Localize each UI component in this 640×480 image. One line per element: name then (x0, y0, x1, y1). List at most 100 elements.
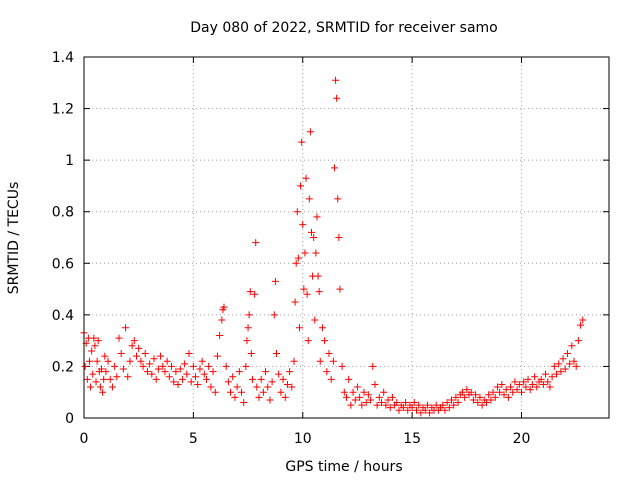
data-point (242, 362, 250, 370)
data-point (198, 357, 206, 365)
data-point (504, 393, 512, 401)
data-point (91, 342, 99, 350)
data-point (148, 370, 156, 378)
data-point (152, 375, 160, 383)
data-point (347, 401, 355, 409)
data-point (353, 383, 361, 391)
data-point (218, 316, 226, 324)
data-point (304, 337, 312, 345)
data-point (104, 357, 112, 365)
data-point (229, 373, 237, 381)
data-point (448, 396, 455, 404)
data-point (281, 393, 289, 401)
data-point (568, 342, 576, 350)
data-point (417, 409, 425, 417)
data-point (439, 401, 447, 409)
data-point (240, 399, 248, 407)
data-point (404, 406, 412, 414)
data-point (371, 380, 379, 388)
data-point (92, 378, 100, 386)
data-point (81, 362, 89, 370)
data-point (423, 401, 431, 409)
data-point (454, 399, 462, 407)
data-point (313, 213, 321, 221)
data-point (402, 399, 410, 407)
data-point (312, 249, 320, 257)
data-point (106, 375, 114, 383)
data-point (443, 399, 451, 407)
data-point (301, 249, 309, 257)
data-point (245, 311, 253, 319)
data-point (333, 94, 341, 102)
data-point (518, 388, 525, 396)
data-point (476, 393, 484, 401)
data-point (356, 393, 364, 401)
data-point (159, 362, 167, 370)
data-point (315, 288, 323, 296)
data-point (524, 375, 532, 383)
data-point (209, 368, 217, 376)
data-point (277, 388, 285, 396)
data-point (306, 128, 314, 136)
data-point (375, 393, 383, 401)
data-point (388, 393, 396, 401)
data-point (286, 368, 294, 376)
data-point (579, 316, 587, 324)
data-point (243, 337, 251, 345)
data-point (102, 368, 110, 376)
data-point (461, 393, 469, 401)
data-point (507, 383, 515, 391)
data-point (119, 365, 127, 373)
grid-lines (84, 57, 609, 418)
data-point (421, 406, 429, 414)
data-point (329, 357, 337, 365)
data-point (542, 370, 550, 378)
data-point (130, 337, 138, 345)
data-point (189, 362, 197, 370)
data-point (146, 360, 154, 368)
data-point (100, 375, 108, 383)
data-point (85, 357, 93, 365)
data-point (380, 388, 388, 396)
data-point (161, 368, 169, 376)
data-point (293, 208, 301, 216)
data-point (483, 399, 490, 407)
data-point (247, 350, 255, 358)
data-point (137, 357, 145, 365)
y-tick-label: 0.6 (52, 256, 74, 272)
data-point (311, 316, 319, 324)
data-point (561, 365, 569, 373)
data-point (257, 375, 265, 383)
data-point (115, 334, 123, 342)
data-point (305, 195, 313, 203)
x-tick-label: 5 (189, 431, 198, 447)
data-point (349, 388, 357, 396)
data-point (170, 378, 178, 386)
data-point (117, 350, 125, 358)
x-axis-label: GPS time / hours (285, 459, 402, 475)
data-point (246, 288, 254, 296)
y-tick-label: 1.4 (52, 50, 74, 66)
data-point (183, 370, 191, 378)
data-point (231, 393, 239, 401)
data-point (408, 404, 416, 412)
data-point (111, 362, 119, 370)
data-point (194, 380, 202, 388)
data-point (395, 406, 403, 414)
data-point (415, 401, 423, 409)
data-point (316, 357, 324, 365)
data-point (432, 401, 440, 409)
data-point (255, 393, 263, 401)
data-point (264, 383, 272, 391)
y-tick-label: 0.2 (52, 359, 74, 375)
data-point (515, 380, 523, 388)
data-point (520, 378, 528, 386)
data-point (275, 370, 283, 378)
data-point (207, 383, 215, 391)
data-point (113, 373, 121, 381)
chart-title: Day 080 of 2022, SRMTID for receiver sam… (190, 20, 498, 36)
data-point (235, 368, 243, 376)
data-point (98, 365, 105, 373)
data-point (338, 362, 346, 370)
data-point (566, 360, 574, 368)
